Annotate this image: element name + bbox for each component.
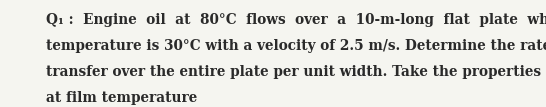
Text: transfer over the entire plate per unit width. Take the properties of the oil: transfer over the entire plate per unit …	[46, 65, 546, 79]
Text: at film temperature: at film temperature	[46, 91, 198, 106]
Text: Q₁ :  Engine  oil  at  80°C  flows  over  a  10-m-long  flat  plate  whose: Q₁ : Engine oil at 80°C flows over a 10-…	[46, 13, 546, 27]
Text: temperature is 30°C with a velocity of 2.5 m/s. Determine the rate of heat: temperature is 30°C with a velocity of 2…	[46, 39, 546, 53]
